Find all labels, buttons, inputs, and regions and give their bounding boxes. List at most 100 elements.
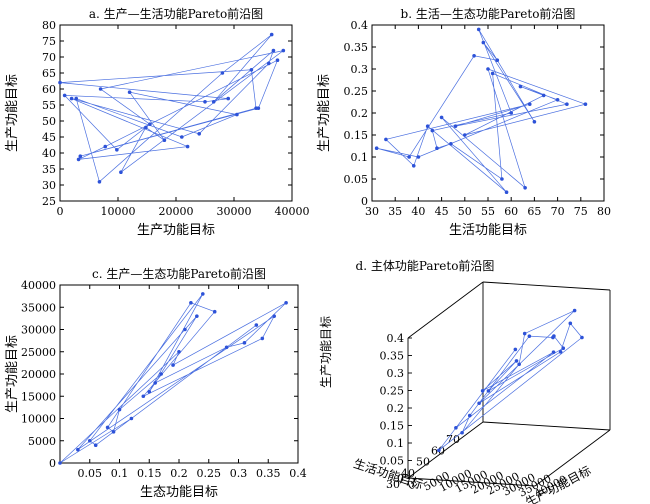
y-tick-label: 0.2 <box>351 107 369 120</box>
data-point <box>509 111 513 115</box>
x-tick-label: 0 <box>57 205 64 218</box>
data-point <box>115 148 119 152</box>
data-point <box>551 335 555 340</box>
data-point <box>518 84 523 89</box>
x-tick-label: 0.4 <box>289 467 307 480</box>
data-point <box>147 390 152 394</box>
z-axis-label: 生产功能目标 <box>319 316 333 388</box>
data-point <box>463 133 467 137</box>
y-tick-label: 0.3 <box>351 63 369 76</box>
data-point <box>189 301 193 305</box>
y-tick-label: 0 <box>49 457 56 470</box>
data-point <box>439 115 444 120</box>
data-point <box>58 80 62 85</box>
z-tick-label: 0.2 <box>387 402 405 415</box>
y-tick-label: 0.4 <box>351 19 369 32</box>
data-point <box>558 350 563 354</box>
pareto-connection-line <box>438 310 583 451</box>
data-point <box>144 125 148 130</box>
x-tick-label: 70 <box>551 205 565 218</box>
data-point <box>58 461 62 465</box>
data-point <box>235 112 239 117</box>
data-point <box>472 54 476 58</box>
data-point <box>119 170 123 174</box>
x-tick-label: 0.05 <box>78 467 103 480</box>
floor-edge <box>407 477 536 487</box>
y-tick-label: 80 <box>42 19 56 32</box>
data-point <box>565 102 569 106</box>
y-tick-label: 35 <box>42 163 56 176</box>
data-point <box>460 430 464 435</box>
data-point <box>141 394 146 399</box>
data-point <box>486 67 490 71</box>
y-axis-label: 生产功能目标 <box>5 74 20 152</box>
data-point <box>435 146 439 150</box>
y-tick-label: 65 <box>42 67 56 80</box>
data-point <box>180 135 184 139</box>
data-point <box>76 447 80 452</box>
pareto-connection-line <box>59 293 287 464</box>
wall-edge <box>482 281 611 291</box>
data-point <box>476 27 481 32</box>
data-point <box>583 102 588 106</box>
x-tick-label: 0.35 <box>256 467 281 480</box>
data-point <box>437 448 441 453</box>
z-tick-label: 0.4 <box>387 332 405 345</box>
data-point <box>504 190 509 194</box>
data-point <box>242 341 247 345</box>
data-point <box>76 157 81 162</box>
y-tick-label: 15000 <box>21 390 56 403</box>
data-point <box>69 96 74 101</box>
y-tick-label: 70 <box>42 51 56 64</box>
data-point <box>275 58 280 62</box>
z-tick-label: 0.3 <box>387 367 405 380</box>
data-point <box>111 430 116 434</box>
data-point <box>203 100 207 104</box>
data-point <box>249 68 254 72</box>
y-tick-label: 45 <box>42 131 56 144</box>
data-point <box>467 413 472 418</box>
x-tick-label: 35 <box>388 205 402 218</box>
x-tick-label: 50 <box>458 205 472 218</box>
x-tick-label: 30 <box>365 205 379 218</box>
data-point <box>159 372 163 376</box>
chart-title: b. 生活—生态功能Pareto前沿图 <box>401 6 576 21</box>
z-tick-label: 0.35 <box>380 350 405 363</box>
x-tick-label: 0.15 <box>137 467 162 480</box>
x-axis-label: 生活功能目标 <box>449 223 527 238</box>
data-point <box>195 314 199 318</box>
data-point <box>490 71 495 76</box>
floor-edge <box>482 421 611 431</box>
x-tick-label: 40 <box>411 205 425 218</box>
y-tick-label: 0.1 <box>351 151 369 164</box>
panel-c: c. 生产—生态功能Pareto前沿图 0.05 0.1 0.15 0.2 0.25 0.3… <box>5 266 307 500</box>
data-point <box>269 32 274 37</box>
plot-frame <box>59 284 299 464</box>
data-point <box>532 120 537 124</box>
data-point <box>153 381 157 385</box>
data-point <box>87 438 92 443</box>
y-tick-label: 5000 <box>28 435 56 448</box>
x-tick-label: 45 <box>435 205 449 218</box>
data-point <box>260 336 265 341</box>
x-tick-label: 0.1 <box>111 467 129 480</box>
data-point <box>523 186 527 190</box>
x-tick-label: 50 <box>416 456 430 469</box>
data-point <box>62 93 67 98</box>
data-point <box>407 155 411 159</box>
data-point <box>495 58 500 62</box>
x-axis-label: 生态功能目标 <box>140 485 218 500</box>
data-point <box>517 362 521 367</box>
y-tick-label: 35000 <box>21 301 56 314</box>
data-point <box>93 443 98 448</box>
x-tick-label: 0.3 <box>230 467 248 480</box>
data-point <box>129 416 134 421</box>
data-point <box>224 345 229 350</box>
data-point <box>527 334 532 338</box>
data-point <box>527 102 532 106</box>
data-point <box>127 90 132 94</box>
data-point <box>477 401 481 406</box>
data-point <box>384 137 388 142</box>
data-point <box>513 347 518 352</box>
